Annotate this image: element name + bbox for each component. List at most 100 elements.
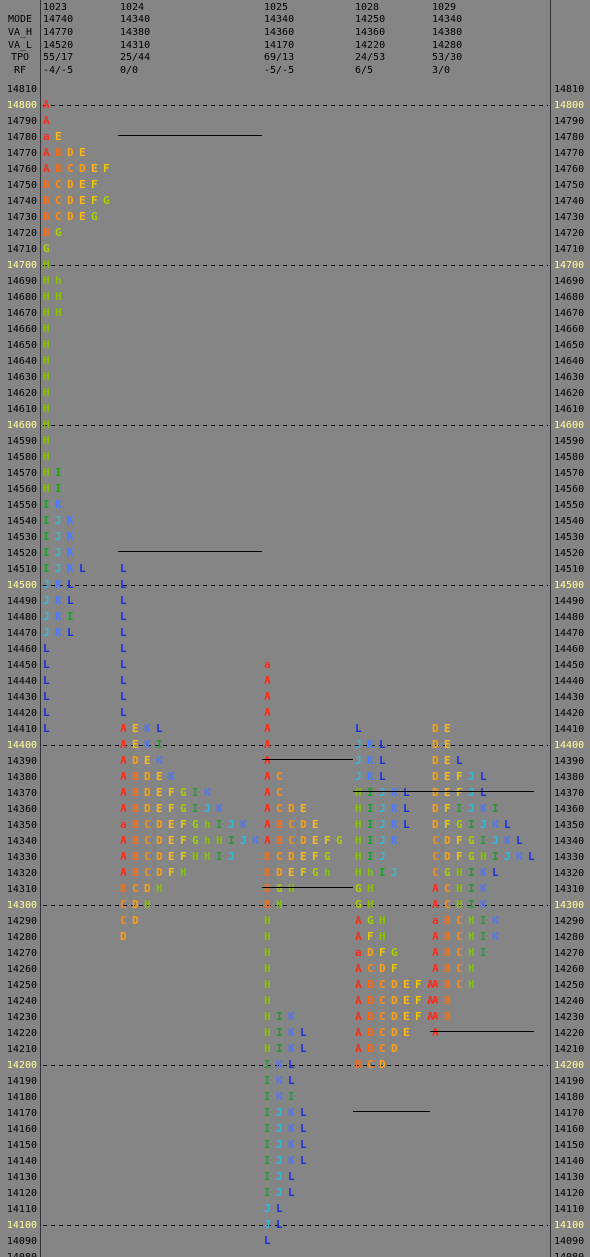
price-label-left: 14520 (7, 548, 37, 559)
price-label-left: 14310 (7, 884, 37, 895)
tpo-letter: F (456, 786, 463, 799)
tpo-letter: L (379, 770, 386, 783)
price-label-left: 14230 (7, 1012, 37, 1023)
tpo-letter: J (43, 578, 50, 591)
tpo-letter: E (444, 722, 451, 735)
price-label-left: 14410 (7, 724, 37, 735)
tpo-letter: L (355, 722, 362, 735)
column-tpo: 24/53 (355, 52, 385, 63)
tpo-letter: H (264, 930, 271, 943)
tpo-letter: L (264, 1234, 271, 1247)
tpo-letter: a (432, 914, 439, 927)
tpo-letter: J (43, 626, 50, 639)
tpo-letter: A (43, 146, 50, 159)
tpo-letter: H (204, 850, 211, 863)
tpo-letter: K (144, 738, 151, 751)
tpo-letter: L (379, 738, 386, 751)
tpo-letter: A (264, 786, 271, 799)
tpo-letter: J (379, 834, 386, 847)
tpo-letter: I (276, 1042, 283, 1055)
tpo-letter: H (456, 898, 463, 911)
tpo-letter: A (264, 818, 271, 831)
price-label-left: 14660 (7, 324, 37, 335)
price-label-left: 14390 (7, 756, 37, 767)
price-label-right: 14280 (554, 932, 584, 943)
price-label-left: 14180 (7, 1092, 37, 1103)
price-label-right: 14460 (554, 644, 584, 655)
tpo-letter: A (355, 978, 362, 991)
tpo-letter: A (120, 722, 127, 735)
price-label-left: 14510 (7, 564, 37, 575)
price-label-right: 14340 (554, 836, 584, 847)
tpo-letter: F (415, 978, 422, 991)
tpo-letter: L (504, 818, 511, 831)
tpo-letter: A (432, 1026, 439, 1039)
price-label-left: 14350 (7, 820, 37, 831)
tpo-letter: D (444, 834, 451, 847)
tpo-letter: D (432, 754, 439, 767)
tpo-letter: E (403, 994, 410, 1007)
tpo-letter: L (43, 690, 50, 703)
price-label-right: 14600 (554, 420, 584, 431)
tpo-letter: G (103, 194, 110, 207)
tpo-letter: A (432, 1010, 439, 1023)
tpo-letter: E (156, 802, 163, 815)
price-label-right: 14670 (554, 308, 584, 319)
price-label-left: 14190 (7, 1076, 37, 1087)
price-label-right: 14200 (554, 1060, 584, 1071)
tpo-letter: L (120, 658, 127, 671)
price-label-left: 14790 (7, 116, 37, 127)
tpo-letter: L (120, 690, 127, 703)
tpo-letter: E (91, 162, 98, 175)
tpo-letter: K (516, 850, 523, 863)
price-label-right: 14320 (554, 868, 584, 879)
tpo-letter: A (264, 722, 271, 735)
tpo-letter: H (379, 914, 386, 927)
tpo-letter: D (132, 914, 139, 927)
price-label-right: 14780 (554, 132, 584, 143)
tpo-letter: I (264, 1074, 271, 1087)
tpo-letter: K (480, 882, 487, 895)
tpo-letter: J (204, 802, 211, 815)
tpo-letter: L (120, 578, 127, 591)
column-rf: 3/0 (432, 65, 450, 76)
tpo-letter: J (55, 514, 62, 527)
tpo-letter: K (55, 626, 62, 639)
tpo-letter: B (43, 194, 50, 207)
tpo-letter: E (168, 818, 175, 831)
tpo-letter: H (468, 930, 475, 943)
tpo-letter: J (468, 770, 475, 783)
column-rf: 0/0 (120, 65, 138, 76)
tpo-letter: K (240, 818, 247, 831)
tpo-letter: E (444, 754, 451, 767)
price-label-right: 14650 (554, 340, 584, 351)
tpo-letter: F (456, 850, 463, 863)
tpo-letter: L (528, 850, 535, 863)
tpo-letter: I (468, 818, 475, 831)
tpo-letter: L (300, 1122, 307, 1135)
tpo-letter: A (120, 802, 127, 815)
price-label-right: 14500 (554, 580, 584, 591)
tpo-letter: D (120, 930, 127, 943)
price-label-right: 14710 (554, 244, 584, 255)
price-label-right: 14740 (554, 196, 584, 207)
tpo-letter: H (456, 882, 463, 895)
tpo-letter: I (480, 834, 487, 847)
tpo-letter: E (403, 1026, 410, 1039)
price-label-right: 14520 (554, 548, 584, 559)
tpo-letter: J (379, 786, 386, 799)
tpo-letter: h (367, 866, 374, 879)
tpo-letter: K (168, 770, 175, 783)
tpo-letter: L (120, 626, 127, 639)
price-label-right: 14120 (554, 1188, 584, 1199)
price-label-left: 14810 (7, 84, 37, 95)
tpo-letter: H (264, 1010, 271, 1023)
tpo-letter: I (492, 802, 499, 815)
price-label-left: 14130 (7, 1172, 37, 1183)
tpo-letter: B (367, 994, 374, 1007)
tpo-letter: I (264, 1170, 271, 1183)
tpo-letter: K (67, 562, 74, 575)
tpo-letter: C (55, 194, 62, 207)
price-label-right: 14310 (554, 884, 584, 895)
